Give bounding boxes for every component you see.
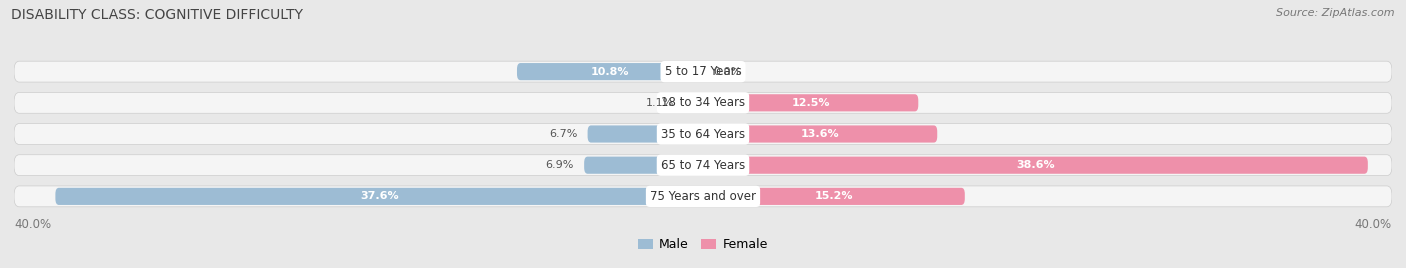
Text: 40.0%: 40.0% xyxy=(14,218,51,230)
Text: 15.2%: 15.2% xyxy=(814,191,853,201)
Text: 10.8%: 10.8% xyxy=(591,67,630,77)
FancyBboxPatch shape xyxy=(588,125,703,143)
Text: 37.6%: 37.6% xyxy=(360,191,398,201)
Text: 6.9%: 6.9% xyxy=(546,160,574,170)
Text: 75 Years and over: 75 Years and over xyxy=(650,190,756,203)
FancyBboxPatch shape xyxy=(14,186,1392,207)
FancyBboxPatch shape xyxy=(14,61,1392,82)
Text: DISABILITY CLASS: COGNITIVE DIFFICULTY: DISABILITY CLASS: COGNITIVE DIFFICULTY xyxy=(11,8,304,22)
Text: 40.0%: 40.0% xyxy=(1355,218,1392,230)
FancyBboxPatch shape xyxy=(55,188,703,205)
FancyBboxPatch shape xyxy=(685,94,703,111)
Text: 12.5%: 12.5% xyxy=(792,98,830,108)
Text: 0.0%: 0.0% xyxy=(713,67,741,77)
Text: 13.6%: 13.6% xyxy=(801,129,839,139)
Text: 6.7%: 6.7% xyxy=(548,129,578,139)
Text: 5 to 17 Years: 5 to 17 Years xyxy=(665,65,741,78)
FancyBboxPatch shape xyxy=(703,157,1368,174)
Text: Source: ZipAtlas.com: Source: ZipAtlas.com xyxy=(1277,8,1395,18)
FancyBboxPatch shape xyxy=(703,125,938,143)
Text: 18 to 34 Years: 18 to 34 Years xyxy=(661,96,745,109)
FancyBboxPatch shape xyxy=(703,94,918,111)
FancyBboxPatch shape xyxy=(14,155,1392,176)
FancyBboxPatch shape xyxy=(14,124,1392,144)
FancyBboxPatch shape xyxy=(703,188,965,205)
FancyBboxPatch shape xyxy=(583,157,703,174)
FancyBboxPatch shape xyxy=(517,63,703,80)
Text: 35 to 64 Years: 35 to 64 Years xyxy=(661,128,745,140)
Legend: Male, Female: Male, Female xyxy=(638,238,768,251)
Text: 65 to 74 Years: 65 to 74 Years xyxy=(661,159,745,172)
FancyBboxPatch shape xyxy=(14,92,1392,113)
Text: 38.6%: 38.6% xyxy=(1017,160,1054,170)
Text: 1.1%: 1.1% xyxy=(645,98,673,108)
